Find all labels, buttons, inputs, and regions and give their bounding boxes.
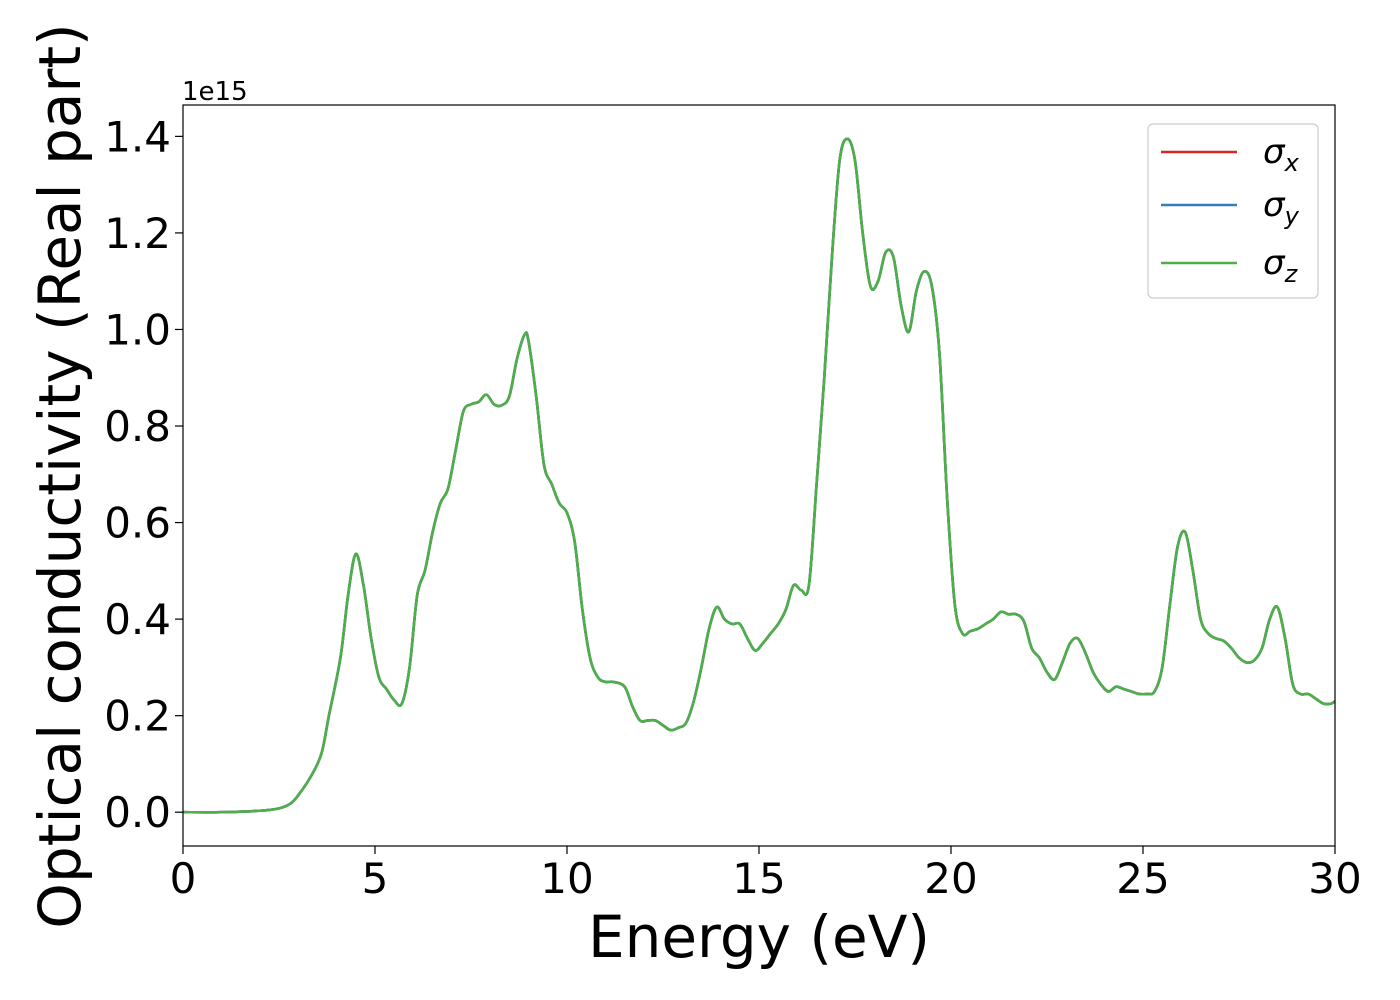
legend-label: σy bbox=[1263, 185, 1300, 230]
legend-subscript: y bbox=[1284, 202, 1300, 230]
y-tick-label: 1.2 bbox=[104, 209, 171, 258]
y-axis-title: Optical conductivity (Real part) bbox=[26, 23, 94, 928]
x-tick-label: 30 bbox=[1308, 854, 1361, 903]
legend-symbol: σ bbox=[1263, 132, 1286, 172]
x-tick-label: 15 bbox=[732, 854, 785, 903]
x-tick-label: 25 bbox=[1116, 854, 1169, 903]
x-tick-label: 10 bbox=[540, 854, 593, 903]
axis-ticks: 0 5 10 15 20 25 30 0.0 0.2 0.4 0.6 0.8 1.0 1.2 1.4 bbox=[104, 112, 1362, 903]
x-tick-label: 5 bbox=[362, 854, 389, 903]
legend-subscript: z bbox=[1284, 260, 1299, 288]
y-tick-label: 0.8 bbox=[104, 402, 171, 451]
legend-label: σx bbox=[1263, 132, 1300, 177]
x-tick-label: 20 bbox=[924, 854, 977, 903]
x-tick-label: 0 bbox=[170, 854, 197, 903]
legend-symbol: σ bbox=[1263, 185, 1286, 225]
y-offset-label: 1e15 bbox=[182, 77, 248, 107]
plot-area bbox=[182, 137, 1336, 814]
legend-label: σz bbox=[1263, 243, 1299, 288]
y-tick-label: 1.4 bbox=[104, 112, 171, 161]
legend-subscript: x bbox=[1284, 149, 1300, 177]
y-tick-label: 1.0 bbox=[104, 305, 171, 354]
series-line-sigma-z bbox=[182, 137, 1336, 814]
y-tick-label: 0.4 bbox=[104, 595, 171, 644]
y-tick-label: 0.6 bbox=[104, 499, 171, 548]
axes-frame bbox=[182, 104, 1336, 847]
y-tick-label: 0.2 bbox=[104, 692, 171, 741]
legend-symbol: σ bbox=[1263, 243, 1286, 283]
legend-box bbox=[1147, 123, 1319, 299]
x-axis-title: Energy (eV) bbox=[588, 903, 930, 971]
y-tick-label: 0.0 bbox=[104, 788, 171, 837]
